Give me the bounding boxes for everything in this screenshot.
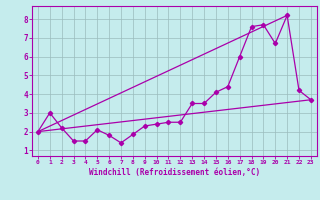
X-axis label: Windchill (Refroidissement éolien,°C): Windchill (Refroidissement éolien,°C) [89, 168, 260, 177]
